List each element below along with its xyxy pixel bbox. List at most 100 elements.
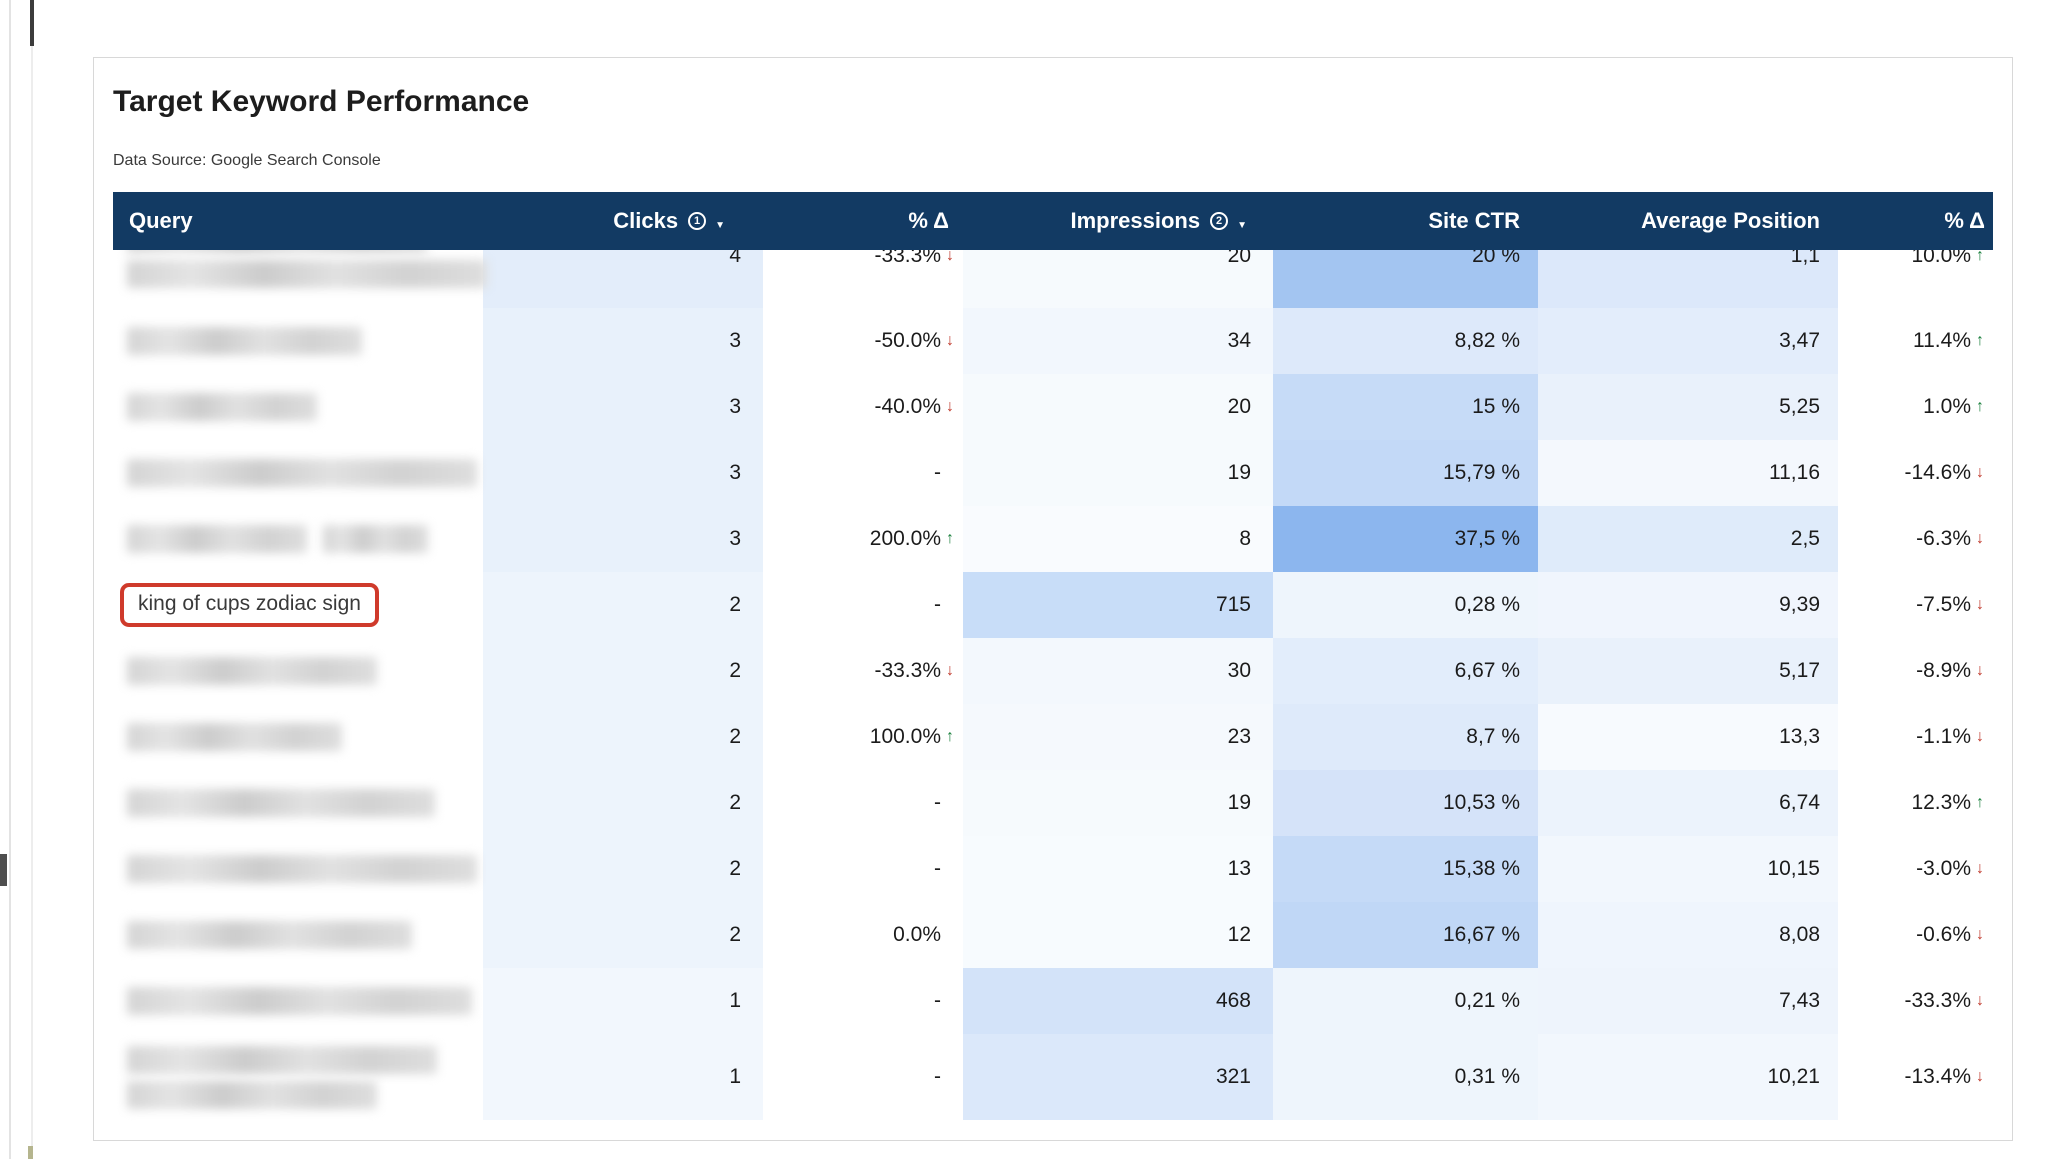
column-header-average-position[interactable]: Average Position bbox=[1641, 208, 1820, 233]
position-cell: 5,25 bbox=[1538, 374, 1838, 440]
table-row: 3 -40.0% 20 15 % 5,25 1.0% bbox=[113, 374, 1993, 440]
impressions-cell: 19 bbox=[963, 440, 1273, 506]
column-header-query[interactable]: Query bbox=[129, 208, 193, 233]
query-cell bbox=[113, 374, 483, 440]
left-rail-dark-segment bbox=[30, 0, 34, 46]
clicks-delta-cell: - bbox=[763, 1034, 963, 1120]
position-delta-cell: -6.3% bbox=[1838, 506, 1993, 572]
clicks-cell: 2 bbox=[483, 638, 763, 704]
delta-value: - bbox=[934, 989, 941, 1012]
position-cell: 11,16 bbox=[1538, 440, 1838, 506]
query-redacted bbox=[323, 525, 428, 553]
query-cell: king of cups zodiac sign bbox=[113, 572, 483, 638]
delta-value: -40.0% bbox=[874, 395, 941, 418]
delta-value: -7.5% bbox=[1916, 593, 1971, 616]
query-redacted bbox=[127, 789, 435, 817]
sort-caret-icon[interactable] bbox=[1228, 208, 1247, 234]
impressions-cell: 13 bbox=[963, 836, 1273, 902]
table-row: 3 - 19 15,79 % 11,16 -14.6% bbox=[113, 440, 1993, 506]
clicks-cell: 1 bbox=[483, 1034, 763, 1120]
delta-arrow-icon bbox=[941, 662, 959, 680]
delta-arrow-icon bbox=[1971, 926, 1989, 944]
column-header-impressions[interactable]: Impressions 2 bbox=[963, 192, 1273, 250]
query-redacted bbox=[127, 921, 412, 949]
table-row: 2 -33.3% 30 6,67 % 5,17 -8.9% bbox=[113, 638, 1993, 704]
impressions-cell: 19 bbox=[963, 770, 1273, 836]
highlighted-keyword: king of cups zodiac sign bbox=[120, 583, 379, 627]
delta-value: - bbox=[934, 593, 941, 616]
position-cell: 6,74 bbox=[1538, 770, 1838, 836]
query-cell bbox=[113, 836, 483, 902]
delta-value: -1.1% bbox=[1916, 725, 1971, 748]
position-cell: 13,3 bbox=[1538, 704, 1838, 770]
left-edge-tick bbox=[0, 854, 7, 886]
position-cell: 10,21 bbox=[1538, 1034, 1838, 1120]
delta-arrow-icon bbox=[1971, 530, 1989, 548]
clicks-delta-cell: 200.0% bbox=[763, 506, 963, 572]
clicks-delta-cell: - bbox=[763, 968, 963, 1034]
table-row: 2 0.0% 12 16,67 % 8,08 -0.6% bbox=[113, 902, 1993, 968]
impressions-cell: 8 bbox=[963, 506, 1273, 572]
query-cell bbox=[113, 704, 483, 770]
column-header-clicks-delta[interactable]: % Δ bbox=[908, 208, 949, 233]
query-redacted bbox=[127, 1045, 437, 1074]
clicks-delta-cell: -33.3% bbox=[763, 638, 963, 704]
clicks-cell: 2 bbox=[483, 770, 763, 836]
query-cell bbox=[113, 638, 483, 704]
position-delta-cell: 11.4% bbox=[1838, 308, 1993, 374]
sort-caret-icon[interactable] bbox=[706, 208, 725, 234]
site-ctr-cell: 8,82 % bbox=[1273, 308, 1538, 374]
position-cell: 10,15 bbox=[1538, 836, 1838, 902]
data-source-label: Data Source: Google Search Console bbox=[113, 152, 381, 169]
table-row: 1 - 321 0,31 % 10,21 -13.4% bbox=[113, 1034, 1993, 1120]
delta-arrow-icon bbox=[1971, 596, 1989, 614]
position-cell: 2,5 bbox=[1538, 506, 1838, 572]
delta-value: -0.6% bbox=[1916, 923, 1971, 946]
column-header-position-delta[interactable]: % Δ bbox=[1944, 208, 1985, 233]
clicks-cell: 2 bbox=[483, 572, 763, 638]
delta-value: 1.0% bbox=[1923, 395, 1971, 418]
column-header-site-ctr[interactable]: Site CTR bbox=[1428, 208, 1520, 233]
query-cell bbox=[113, 968, 483, 1034]
position-cell: 9,39 bbox=[1538, 572, 1838, 638]
delta-value: - bbox=[934, 461, 941, 484]
clicks-delta-cell: - bbox=[763, 572, 963, 638]
delta-arrow-icon bbox=[1971, 860, 1989, 878]
query-redacted bbox=[127, 987, 472, 1015]
query-redacted bbox=[127, 259, 487, 288]
clicks-cell: 2 bbox=[483, 704, 763, 770]
clicks-cell: 3 bbox=[483, 374, 763, 440]
table-row: king of cups zodiac sign 2 - 715 0,28 % … bbox=[113, 572, 1993, 638]
position-delta-cell: -8.9% bbox=[1838, 638, 1993, 704]
delta-arrow-icon bbox=[1971, 662, 1989, 680]
clicks-cell: 1 bbox=[483, 968, 763, 1034]
report-card: Target Keyword Performance Data Source: … bbox=[93, 57, 2013, 1141]
keyword-performance-table: Query Clicks 1 % Δ Impressions 2 Site CT… bbox=[113, 192, 1993, 1120]
position-delta-cell: 1.0% bbox=[1838, 374, 1993, 440]
delta-value: -33.3% bbox=[874, 659, 941, 682]
delta-value: -8.9% bbox=[1916, 659, 1971, 682]
site-ctr-cell: 15,38 % bbox=[1273, 836, 1538, 902]
column-header-clicks[interactable]: Clicks 1 bbox=[483, 192, 763, 250]
position-cell: 5,17 bbox=[1538, 638, 1838, 704]
delta-value: 100.0% bbox=[869, 725, 941, 748]
delta-value: - bbox=[934, 1065, 941, 1088]
query-redacted bbox=[127, 393, 317, 421]
site-ctr-cell: 6,67 % bbox=[1273, 638, 1538, 704]
site-ctr-cell: 37,5 % bbox=[1273, 506, 1538, 572]
clicks-cell: 2 bbox=[483, 836, 763, 902]
clicks-cell: 3 bbox=[483, 440, 763, 506]
site-ctr-cell: 16,67 % bbox=[1273, 902, 1538, 968]
clicks-cell: 2 bbox=[483, 902, 763, 968]
delta-arrow-icon bbox=[941, 530, 959, 548]
table-header: Query Clicks 1 % Δ Impressions 2 Site CT… bbox=[113, 192, 1993, 250]
table-row: 2 - 13 15,38 % 10,15 -3.0% bbox=[113, 836, 1993, 902]
impressions-cell: 30 bbox=[963, 638, 1273, 704]
query-cell bbox=[113, 506, 483, 572]
query-cell bbox=[113, 440, 483, 506]
delta-value: -13.4% bbox=[1904, 1065, 1971, 1088]
clicks-delta-cell: 0.0% bbox=[763, 902, 963, 968]
query-redacted bbox=[127, 327, 362, 355]
left-rail-inner-line bbox=[31, 0, 33, 1159]
position-delta-cell: -7.5% bbox=[1838, 572, 1993, 638]
